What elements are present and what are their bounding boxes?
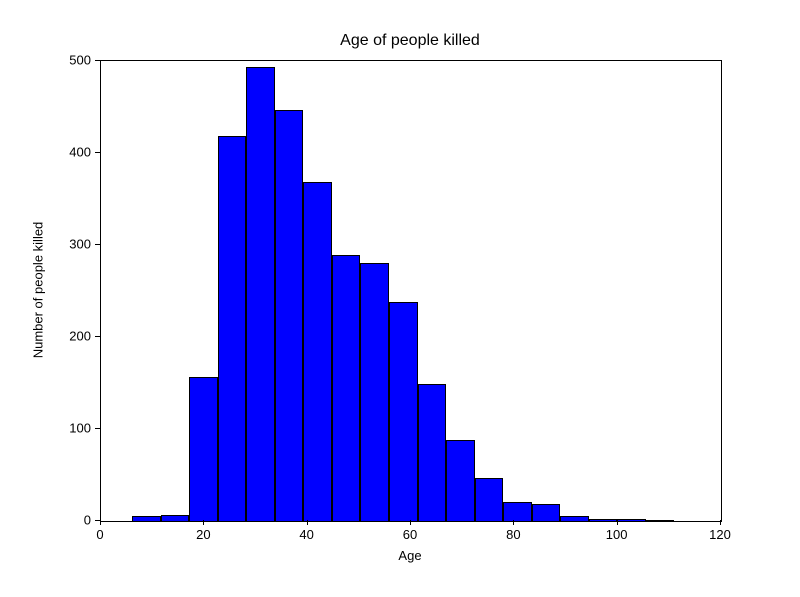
- histogram-bar: [446, 440, 475, 521]
- x-tick: [513, 520, 514, 525]
- figure: Age of people killed Age Number of peopl…: [0, 0, 800, 597]
- x-tick-label: 0: [96, 527, 103, 542]
- histogram-bar: [503, 502, 532, 521]
- histogram-bar: [532, 504, 561, 521]
- x-tick-label: 60: [403, 527, 417, 542]
- y-tick-label: 0: [84, 513, 91, 528]
- chart-title: Age of people killed: [340, 32, 480, 50]
- histogram-bar: [589, 519, 618, 521]
- x-tick-label: 20: [196, 527, 210, 542]
- y-tick: [95, 60, 100, 61]
- x-tick: [410, 520, 411, 525]
- y-tick: [95, 152, 100, 153]
- histogram-bar: [332, 255, 361, 521]
- histogram-bar: [418, 384, 447, 521]
- histogram-bar: [218, 136, 247, 521]
- x-tick: [617, 520, 618, 525]
- plot-area: [100, 60, 722, 522]
- histogram-bar: [246, 67, 275, 521]
- y-tick-label: 100: [69, 421, 91, 436]
- y-tick-label: 400: [69, 145, 91, 160]
- y-tick-label: 200: [69, 329, 91, 344]
- y-tick: [95, 428, 100, 429]
- histogram-bar: [189, 377, 218, 521]
- histogram-bar: [132, 516, 161, 521]
- y-tick: [95, 336, 100, 337]
- x-axis-label: Age: [398, 548, 421, 563]
- x-tick-label: 100: [606, 527, 628, 542]
- x-tick: [720, 520, 721, 525]
- histogram-bar: [475, 478, 504, 521]
- x-tick-label: 120: [709, 527, 731, 542]
- histogram-bar: [275, 110, 304, 521]
- histogram-bar: [303, 182, 332, 521]
- y-tick: [95, 520, 100, 521]
- histogram-bar: [161, 515, 190, 521]
- y-axis-label: Number of people killed: [31, 222, 46, 359]
- histogram-bar: [560, 516, 589, 521]
- x-tick: [203, 520, 204, 525]
- y-tick-label: 300: [69, 237, 91, 252]
- histogram-bar: [360, 263, 389, 521]
- histogram-bar: [617, 519, 646, 521]
- histogram-bar: [389, 302, 418, 521]
- x-tick-label: 40: [299, 527, 313, 542]
- histogram-bar: [646, 520, 675, 521]
- x-tick-label: 80: [506, 527, 520, 542]
- y-tick: [95, 244, 100, 245]
- x-tick: [100, 520, 101, 525]
- x-tick: [307, 520, 308, 525]
- y-tick-label: 500: [69, 53, 91, 68]
